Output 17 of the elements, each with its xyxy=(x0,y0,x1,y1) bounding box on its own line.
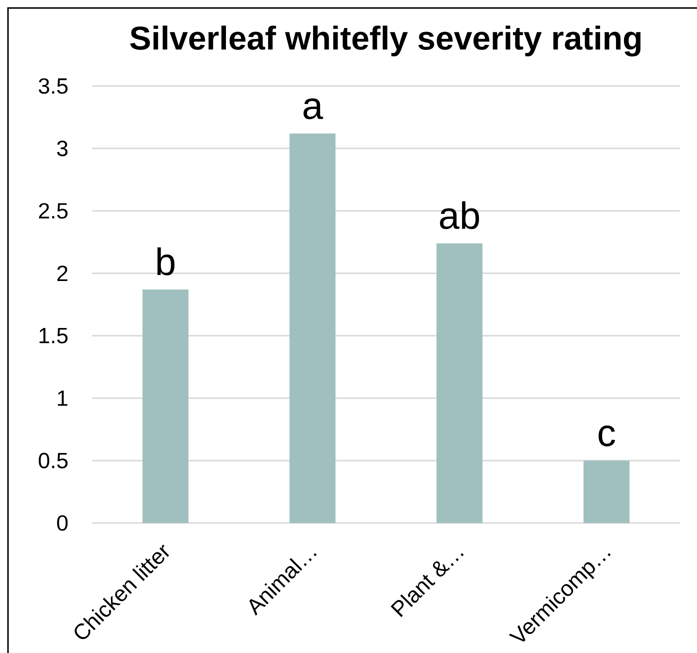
annotation: ab xyxy=(440,201,480,230)
y-tick-label: 3.5 xyxy=(38,78,68,94)
y-tick-label: 0 xyxy=(57,515,68,531)
y-tick-label: 1 xyxy=(58,390,68,406)
annotation: b xyxy=(157,247,174,276)
bar xyxy=(142,290,188,523)
annotation: c xyxy=(598,426,616,446)
bar xyxy=(436,243,483,523)
chart-title: Silverleaf whitefly severity rating xyxy=(130,26,641,57)
y-tick-label: 3 xyxy=(57,140,68,156)
y-tick-label: 2.5 xyxy=(39,203,68,219)
y-tick-label: 2 xyxy=(57,266,68,281)
y-tick-label: 1.5 xyxy=(40,328,68,344)
annotation: a xyxy=(304,98,324,120)
bar xyxy=(290,133,336,523)
bar xyxy=(584,460,630,523)
y-tick-label: 0.5 xyxy=(38,452,68,468)
